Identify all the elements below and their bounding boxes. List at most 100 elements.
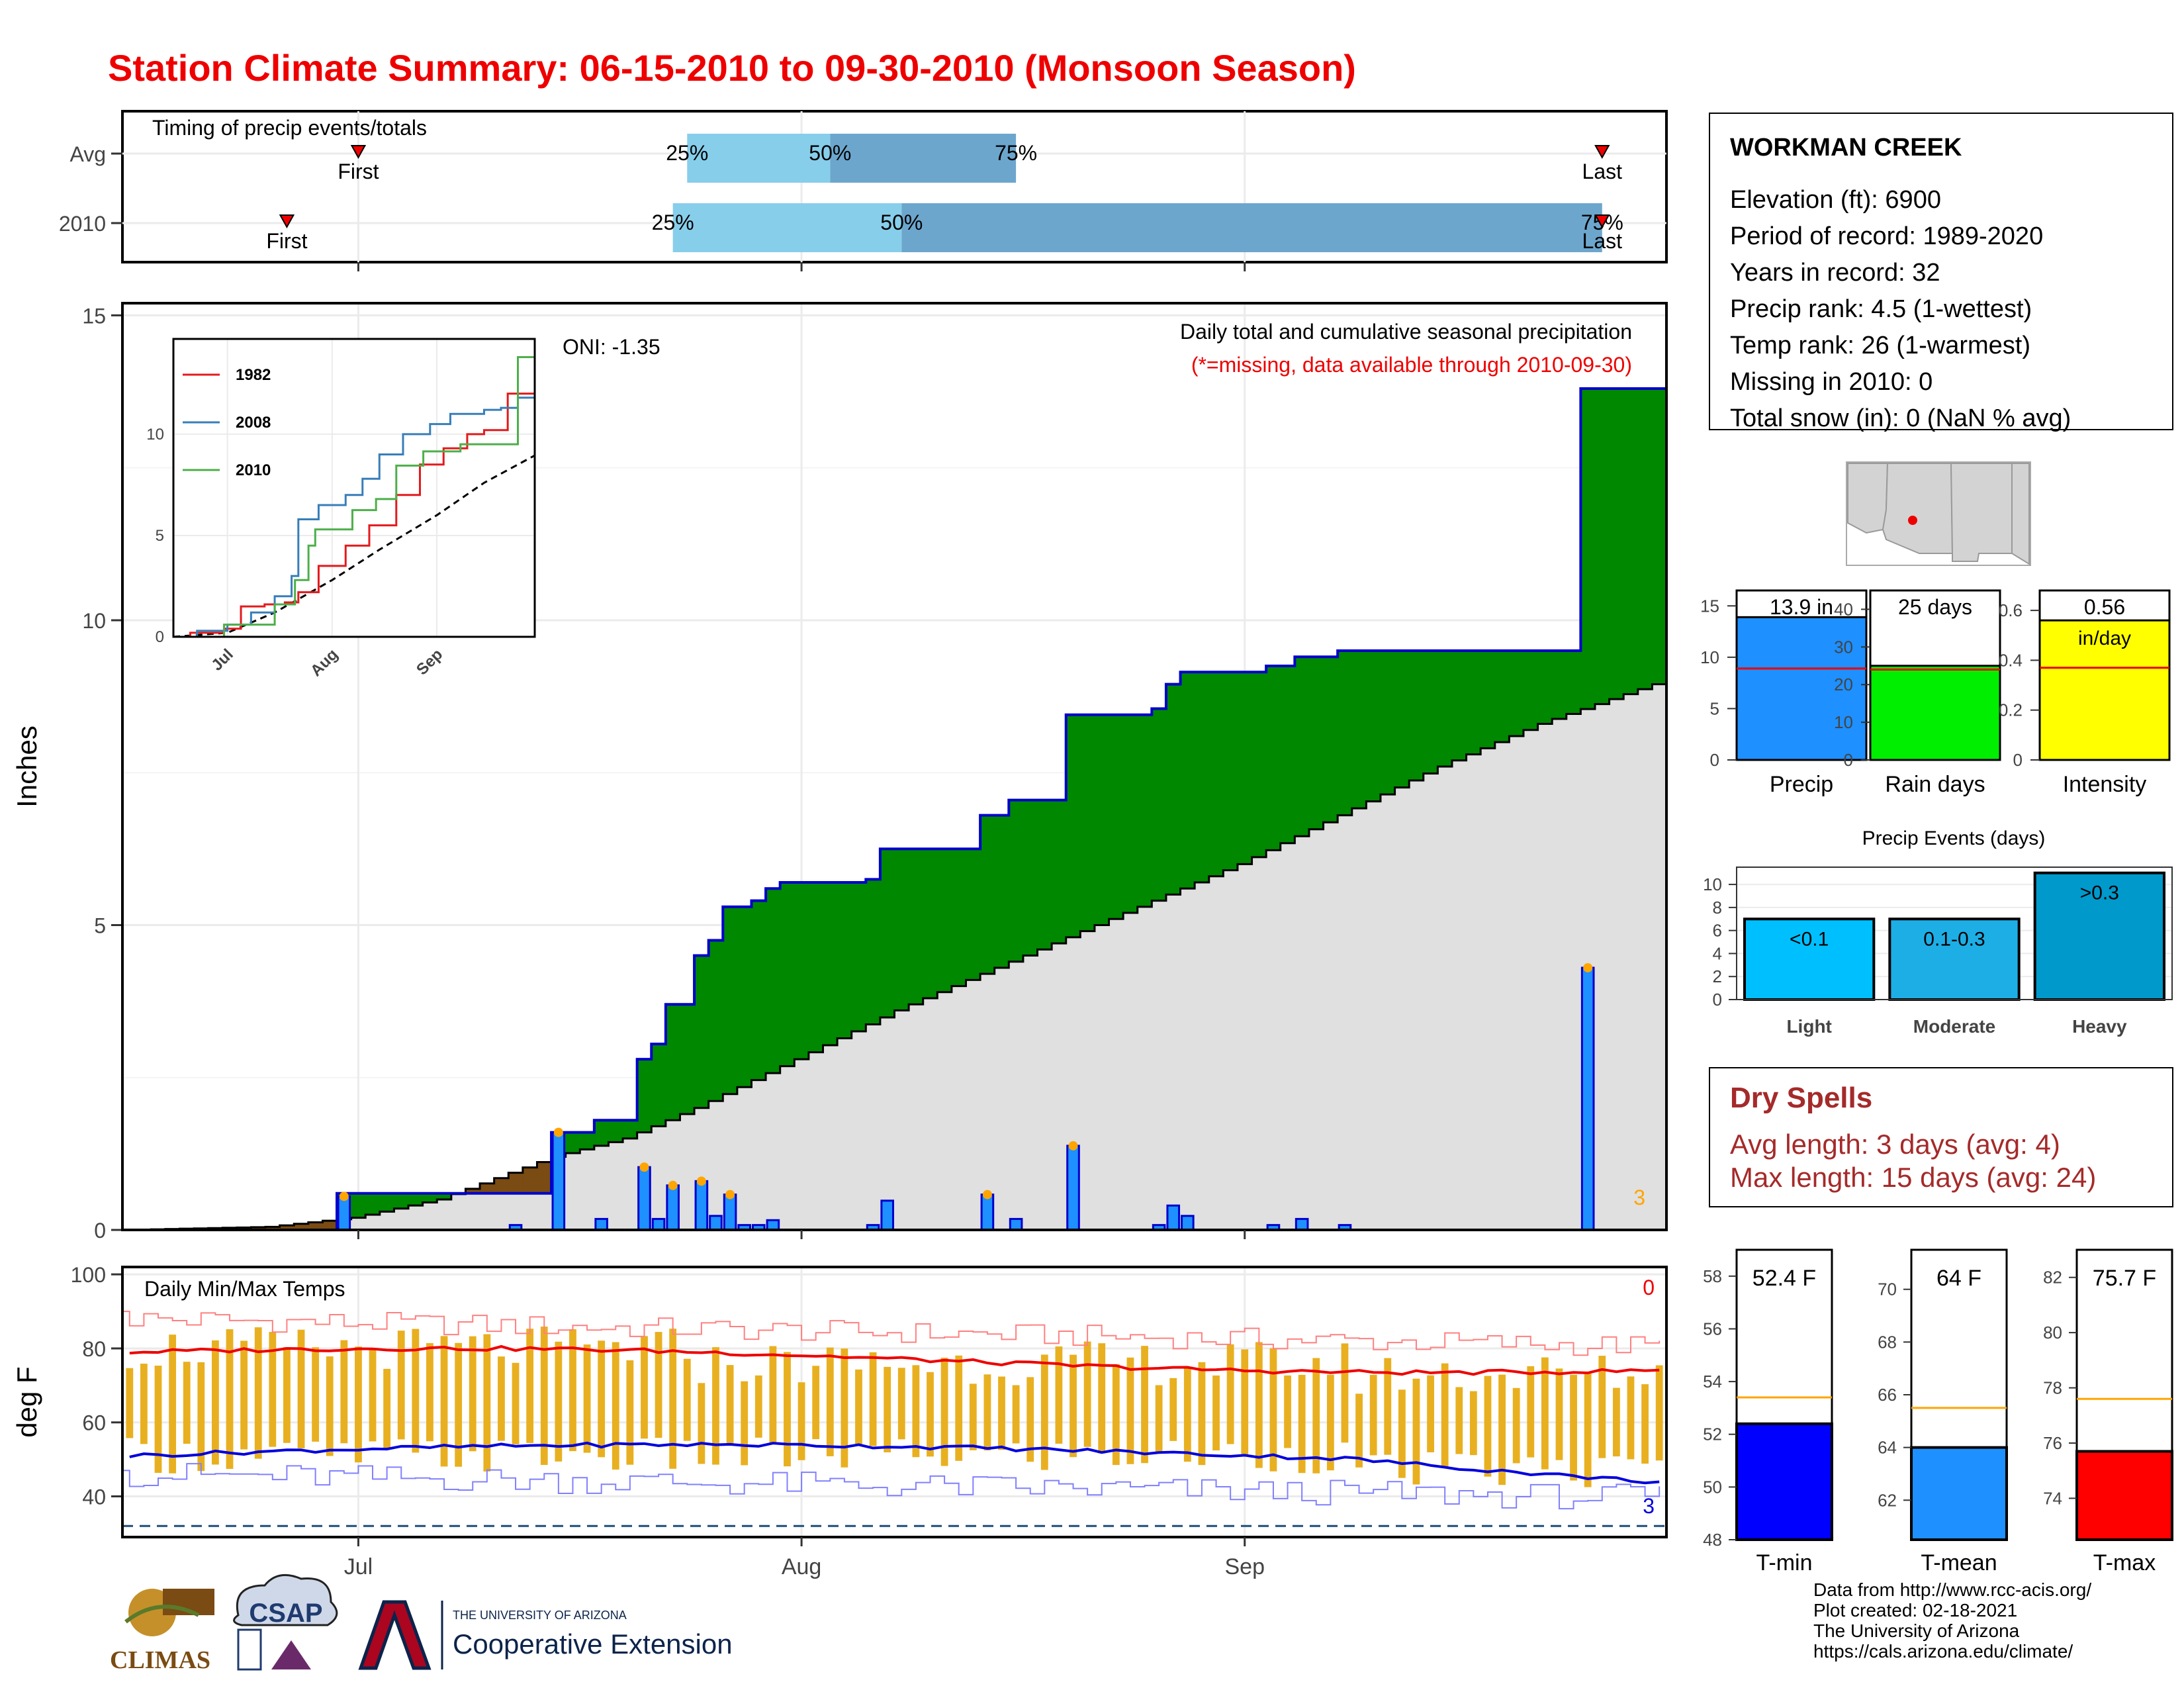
temp-panel-title: Daily Min/Max Temps <box>144 1277 345 1301</box>
daily-temp-bar <box>1112 1364 1120 1466</box>
csap-mountain-icon <box>271 1640 311 1669</box>
daily-temp-bar <box>197 1362 205 1472</box>
daily-precip-bar <box>1295 1217 1309 1231</box>
record-low-count: 3 <box>1643 1494 1655 1518</box>
daily-temp-bar <box>383 1368 391 1449</box>
daily-temp-bar <box>1083 1341 1091 1447</box>
above-average-fill <box>1494 651 1510 743</box>
daily-temp-bar <box>669 1329 677 1469</box>
mini-bar-tick-label: 0 <box>2013 750 2023 770</box>
above-average-fill <box>951 849 967 986</box>
above-average-fill <box>1423 651 1438 774</box>
daily-temp-bar <box>1269 1348 1277 1472</box>
x-axis-tick-label: Sep <box>1224 1554 1265 1579</box>
average-cumulative-line <box>122 683 1666 1231</box>
above-average-fill <box>637 1059 652 1133</box>
attribution-line: https://cals.arizona.edu/climate/ <box>1813 1641 2073 1662</box>
daily-temp-bar <box>126 1368 134 1438</box>
temp-bar-tick-label: 82 <box>2043 1268 2062 1288</box>
mini-bar-tick-label: 0 <box>1844 750 1853 770</box>
daily-precip-bar <box>1580 966 1595 1231</box>
above-average-fill <box>1637 388 1653 690</box>
precip-y-tick-label: 10 <box>82 609 106 633</box>
daily-temp-bar <box>1541 1357 1549 1470</box>
events-frame <box>1736 867 2173 1000</box>
above-average-fill <box>580 1132 595 1150</box>
above-average-fill <box>866 879 881 1025</box>
daily-precip-bar <box>880 1199 895 1231</box>
daily-max-marker <box>553 1127 563 1137</box>
event-marker <box>1594 214 1610 229</box>
inset-line-2008 <box>173 395 536 638</box>
precip-frame <box>121 302 1668 1231</box>
above-average-fill <box>737 906 752 1088</box>
above-average-fill <box>766 888 781 1074</box>
above-average-fill <box>1023 800 1038 956</box>
logos: CLIMAS CSAP THE UNIVERSITY OF ARIZONA Coope… <box>110 1573 733 1674</box>
daily-temp-bar <box>226 1329 234 1470</box>
inset-line-2010 <box>173 356 535 638</box>
precip-events-chart: Precip Events (days) 0 2 46 8 10 <0.1 Light 0.1-… <box>1703 827 2173 1037</box>
above-average-fill <box>1123 714 1138 914</box>
daily-temp-bar <box>998 1376 1005 1450</box>
above-average-fill <box>565 1132 580 1153</box>
above-average-fill <box>1080 714 1095 931</box>
cumulative-2010-line <box>122 387 1666 1231</box>
above-average-fill <box>665 1004 681 1121</box>
daily-temp-bar <box>512 1362 520 1444</box>
above-average-fill <box>694 955 709 1108</box>
daily-temp-bar <box>983 1374 991 1451</box>
event-label: First <box>338 160 379 183</box>
above-average-fill <box>909 849 924 1005</box>
daily-temp-bar <box>1598 1356 1606 1458</box>
temp-frame <box>121 1266 1668 1538</box>
location-map <box>1846 461 2031 566</box>
mini-bar-value-label: 0.56 <box>2084 595 2125 619</box>
daily-temp-bar <box>369 1350 377 1442</box>
below-average-fill <box>322 1221 338 1230</box>
temp-bar-tick-label: 68 <box>1878 1332 1897 1352</box>
above-average-fill <box>1052 800 1067 944</box>
above-average-fill <box>1409 651 1424 781</box>
inset-legend-label: 2008 <box>236 414 271 432</box>
daily-precip-bar <box>766 1219 780 1231</box>
daily-temp-bar <box>498 1356 505 1441</box>
average-tmin-line <box>129 1441 1660 1485</box>
above-average-fill <box>1380 651 1396 795</box>
above-average-fill <box>1323 657 1338 823</box>
daily-temp-bar <box>698 1383 705 1464</box>
daily-temp-bar <box>1183 1368 1191 1462</box>
daily-temp-bar <box>855 1369 862 1444</box>
daily-precip-bar <box>709 1215 723 1231</box>
daily-temp-bar <box>169 1335 177 1474</box>
events-bar-label: >0.3 <box>2080 882 2119 904</box>
temp-background <box>122 1267 1666 1537</box>
events-bar <box>1743 917 1876 1001</box>
oni-label: ONI: -1.35 <box>563 335 660 359</box>
daily-temp-bar <box>1412 1378 1420 1485</box>
daily-temp-bar <box>269 1332 277 1447</box>
daily-temp-bar <box>626 1360 634 1465</box>
page-title: Station Climate Summary: 06-15-2010 to 0… <box>108 47 1356 89</box>
daily-max-marker <box>1583 962 1593 972</box>
daily-temp-bar <box>212 1340 219 1465</box>
daily-temp-bar <box>683 1358 691 1441</box>
daily-temp-bar <box>397 1331 405 1440</box>
above-average-fill <box>623 1120 638 1139</box>
above-average-fill <box>837 882 852 1039</box>
daily-temp-bar <box>869 1352 877 1446</box>
daily-temp-bar <box>884 1366 891 1452</box>
daily-temp-bar <box>1355 1393 1363 1468</box>
station-line: Elevation (ft): 6900 <box>1730 186 1941 214</box>
quartile-bar-50-75 <box>830 134 1017 183</box>
above-average-fill <box>379 1193 395 1212</box>
above-average-fill <box>851 882 866 1031</box>
temp-bar-name: T-min <box>1756 1550 1813 1575</box>
above-average-fill <box>780 882 795 1066</box>
daily-temp-bar <box>555 1341 563 1462</box>
inset-y-tick-label: 5 <box>156 527 164 545</box>
daily-temp-bar <box>1141 1346 1148 1464</box>
record-high-count: 0 <box>1643 1276 1655 1299</box>
above-average-fill <box>680 1004 695 1114</box>
daily-temp-bar <box>455 1342 463 1467</box>
